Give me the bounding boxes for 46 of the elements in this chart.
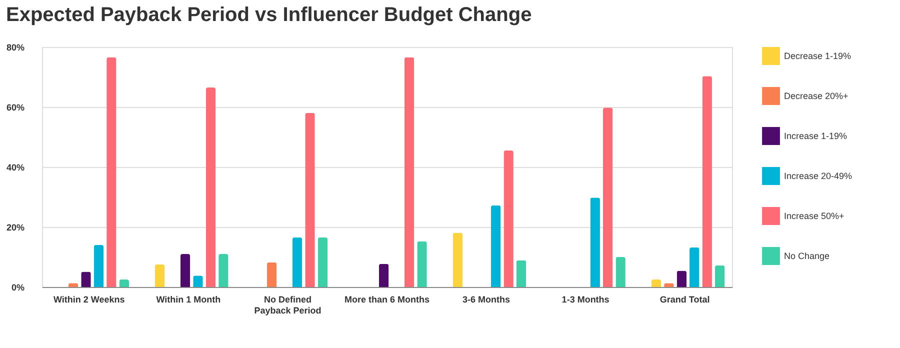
bar xyxy=(154,264,165,287)
legend-label: Increase 50%+ xyxy=(784,211,844,221)
bar xyxy=(404,57,414,287)
bar xyxy=(292,238,302,287)
bar xyxy=(94,245,104,287)
y-tick-label: 40% xyxy=(6,162,24,172)
x-tick-label: Grand Total xyxy=(660,294,710,304)
y-tick-label: 60% xyxy=(6,102,24,112)
legend-label: Decrease 1-19% xyxy=(784,51,852,61)
x-tick-label: Within 2 Weekns xyxy=(54,294,125,304)
x-tick-label: 3-6 Months xyxy=(462,294,510,304)
bar xyxy=(218,254,228,287)
bar xyxy=(714,265,725,287)
bar xyxy=(616,257,626,287)
x-tick-label: 1-3 Months xyxy=(562,294,610,304)
bar xyxy=(119,280,130,287)
bar xyxy=(452,232,463,287)
bar xyxy=(702,76,712,287)
bar xyxy=(590,198,600,287)
legend-label: No Change xyxy=(784,251,830,261)
x-tick-label: Within 1 Month xyxy=(156,294,221,304)
x-tick-label: No Defined Payback Period xyxy=(254,294,322,316)
bar xyxy=(106,57,116,287)
bar xyxy=(602,108,613,287)
bar xyxy=(180,254,190,287)
legend-label: Decrease 20%+ xyxy=(784,91,848,101)
bar xyxy=(318,238,328,287)
y-tick-label: 20% xyxy=(6,222,24,232)
bar xyxy=(651,280,662,287)
bar xyxy=(206,88,216,287)
bar xyxy=(81,272,91,287)
bar xyxy=(504,150,514,287)
x-tick-label: More than 6 Months xyxy=(344,294,430,304)
legend-label: Increase 1-19% xyxy=(784,131,848,141)
y-tick-label: 0% xyxy=(11,282,24,292)
legend-label: Increase 20-49% xyxy=(784,171,852,181)
bar xyxy=(676,270,687,287)
bar xyxy=(516,260,526,287)
bar xyxy=(690,247,700,287)
y-tick-label: 80% xyxy=(6,42,24,52)
bar xyxy=(378,264,389,287)
bar xyxy=(305,113,315,287)
bar xyxy=(266,262,277,287)
bar xyxy=(417,241,427,287)
bar xyxy=(490,205,501,287)
chart-title: Expected Payback Period vs Influencer Budget Change xyxy=(6,4,532,26)
